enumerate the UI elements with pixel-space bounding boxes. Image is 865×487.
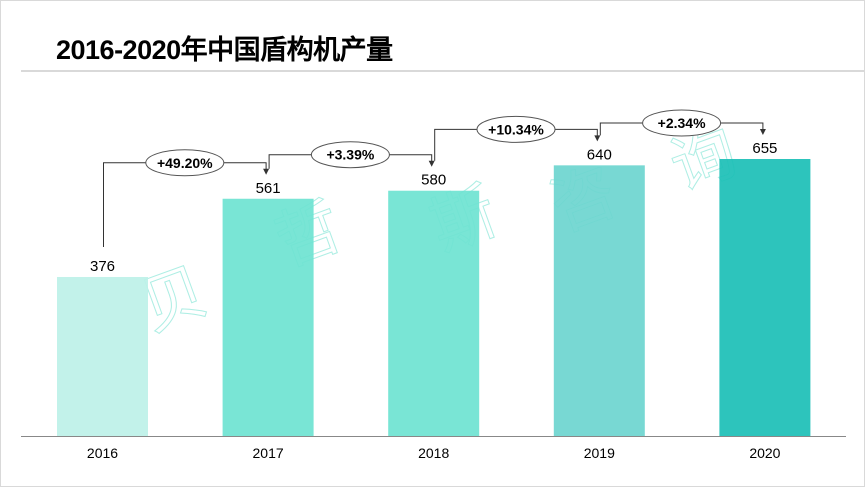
data-label-2016: 376 xyxy=(90,258,115,275)
x-tick-2017: 2017 xyxy=(253,445,284,461)
bar-2016 xyxy=(57,276,148,436)
chart-title: 2016-2020年中国盾构机产量 xyxy=(56,35,393,65)
growth-label: +2.34% xyxy=(658,115,706,131)
bar-2018 xyxy=(388,190,480,436)
growth-label: +49.20% xyxy=(157,155,213,171)
data-label-2019: 640 xyxy=(587,146,612,163)
arrow-down-icon xyxy=(263,168,270,175)
data-label-2018: 580 xyxy=(421,172,446,189)
growth-badge xyxy=(642,109,722,137)
arrow-down-icon xyxy=(759,129,766,136)
bar-2017 xyxy=(222,198,314,436)
x-tick-2020: 2020 xyxy=(749,445,780,461)
growth-label: +3.39% xyxy=(326,147,374,163)
x-tick-2019: 2019 xyxy=(584,445,615,461)
arrow-down-icon xyxy=(428,160,435,167)
data-label-2017: 561 xyxy=(256,180,281,197)
growth-label: +10.34% xyxy=(488,121,544,137)
bar-2020 xyxy=(719,159,811,437)
title-divider xyxy=(21,70,864,72)
bar-2019 xyxy=(553,165,645,436)
arrow-down-icon xyxy=(594,135,601,142)
x-tick-2016: 2016 xyxy=(87,445,118,461)
x-tick-2018: 2018 xyxy=(418,445,449,461)
data-label-2020: 655 xyxy=(752,140,777,157)
growth-badge xyxy=(145,149,225,177)
growth-badge xyxy=(476,115,556,143)
growth-badge xyxy=(310,141,390,169)
